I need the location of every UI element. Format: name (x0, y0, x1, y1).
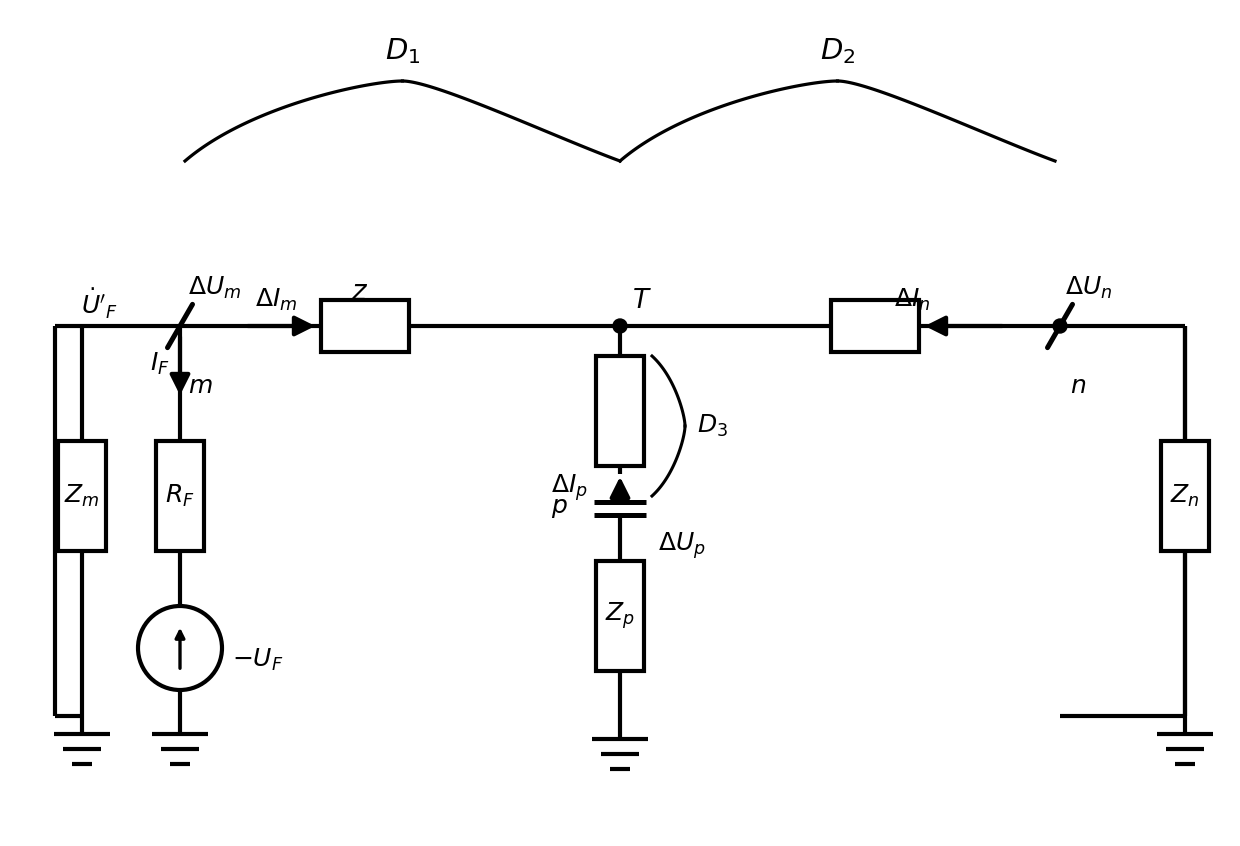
Text: $D_2$: $D_2$ (820, 36, 856, 66)
Text: $I_F$: $I_F$ (150, 351, 170, 377)
Text: $n$: $n$ (1070, 375, 1086, 398)
Text: $\Delta I_p$: $\Delta I_p$ (552, 473, 588, 503)
Text: $z$: $z$ (351, 279, 368, 306)
Text: $T$: $T$ (632, 288, 652, 313)
Text: $Z_n$: $Z_n$ (1171, 483, 1200, 509)
Text: $R_F$: $R_F$ (165, 483, 195, 509)
Text: $\dot{U}'_F$: $\dot{U}'_F$ (82, 287, 118, 321)
Text: $\Delta I_m$: $\Delta I_m$ (255, 287, 298, 313)
Text: $\Delta U_n$: $\Delta U_n$ (1065, 275, 1112, 301)
Text: $p$: $p$ (552, 497, 568, 519)
Text: $Z_p$: $Z_p$ (605, 601, 635, 631)
Bar (156, 441, 205, 551)
Bar (831, 300, 919, 352)
Text: $\Delta U_p$: $\Delta U_p$ (658, 530, 706, 561)
Text: $D_1$: $D_1$ (384, 36, 420, 66)
Bar (1161, 441, 1209, 551)
Bar (596, 561, 644, 671)
Text: $-U_F$: $-U_F$ (232, 647, 284, 673)
Text: $m$: $m$ (188, 375, 212, 398)
Circle shape (613, 319, 627, 333)
Text: $Z_m$: $Z_m$ (64, 483, 99, 509)
Circle shape (138, 606, 222, 690)
Text: $\Delta I_n$: $\Delta I_n$ (894, 287, 930, 313)
Text: $D_3$: $D_3$ (697, 413, 728, 439)
Text: $\Delta U_m$: $\Delta U_m$ (188, 275, 242, 301)
Bar (58, 441, 105, 551)
Circle shape (1053, 319, 1066, 333)
Bar (321, 300, 409, 352)
Bar (596, 356, 644, 466)
